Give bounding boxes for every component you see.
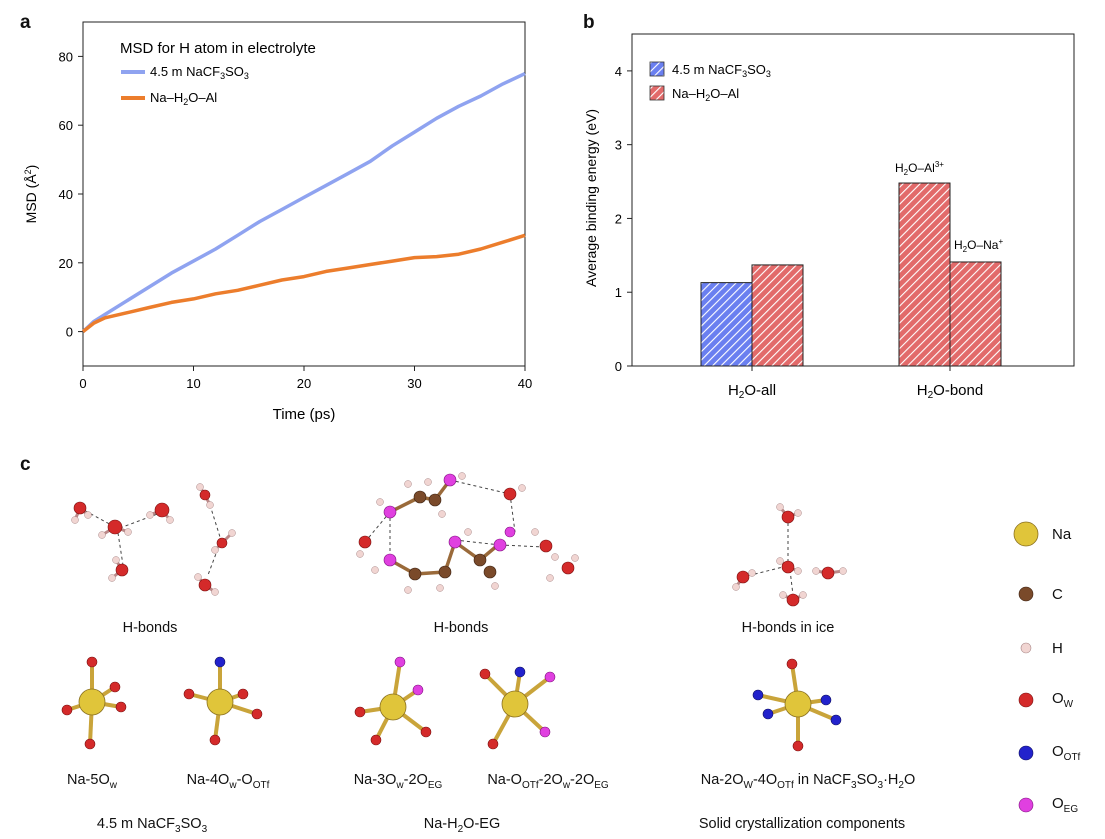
cluster-na-ootf-2ow-2oeg <box>479 666 556 750</box>
legend-h: H <box>1012 638 1063 658</box>
panel-label-b: b <box>583 12 595 33</box>
label-hbonds-ice: H-bonds in ice <box>741 620 835 636</box>
chart-b-ytick-label: 2 <box>615 211 622 226</box>
legend-na: Na <box>1012 520 1071 548</box>
label-na-4ow-ootf: Na-4Ow-OOTf <box>186 772 270 791</box>
label-na-ootf-2ow-2oeg: Na-OOTf-2Ow-2OEG <box>487 772 609 791</box>
chart-b-ylabel: Average binding energy (eV) <box>583 109 599 287</box>
label-hbonds-2: H-bonds <box>433 620 489 636</box>
chart-b-ytick-label: 3 <box>615 138 622 153</box>
chart-b-ytick-label: 4 <box>615 64 622 79</box>
label-na-2ow-4ootf: Na-2OW-4OOTf in NaCF3SO3·H2O <box>700 772 916 791</box>
chart-b-legend-2: Na–H2O–Al <box>672 86 739 103</box>
molecule-hbonds-eg <box>356 472 579 594</box>
legend-ow: OW <box>1012 690 1073 710</box>
ow-atom-icon <box>1018 692 1034 708</box>
chart-b-annotation-al: H2O–Al3+ <box>895 160 944 177</box>
group-label-solid: Solid crystallization components <box>698 816 906 832</box>
cluster-na-5ow <box>61 656 127 750</box>
panel-label-a: a <box>20 12 31 33</box>
panel-label-c: c <box>20 454 31 475</box>
chart-a-title: MSD for H atom in electrolyte <box>120 40 316 57</box>
chart-a-xtick-label: 20 <box>297 376 311 391</box>
chart-b-bar-1 <box>700 282 753 367</box>
chart-a-series-2 <box>81 233 526 333</box>
chart-a-xtick-label: 40 <box>518 376 532 391</box>
chart-a-series-1 <box>81 72 526 333</box>
legend-oeg-label: OEG <box>1052 795 1079 815</box>
chart-a-legend-2: Na–H2O–Al <box>150 90 217 107</box>
chart-a-ytick-label: 20 <box>59 256 73 271</box>
chart-b-xtick-2: H2O-bond <box>917 382 983 401</box>
chart-a-xtick-label: 30 <box>407 376 421 391</box>
chart-a-legend-1: 4.5 m NaCF3SO3 <box>150 64 249 81</box>
chart-b-frame <box>631 33 1075 367</box>
chart-b-bar-4 <box>949 261 1002 367</box>
chart-a-ytick-label: 60 <box>59 118 73 133</box>
group-label-na-h2o-eg: Na-H2O-EG <box>423 816 501 835</box>
legend-h-label: H <box>1052 639 1063 657</box>
legend-c: C <box>1012 584 1063 604</box>
ootf-atom-icon <box>1018 745 1034 761</box>
legend-ootf: OOTf <box>1012 743 1080 763</box>
cluster-na-3ow-2oeg <box>354 656 432 746</box>
chart-b-ytick-label: 1 <box>615 285 622 300</box>
chart-b-ytick-label: 0 <box>615 359 622 374</box>
chart-b-bar-2 <box>751 264 804 367</box>
cluster-na-2ow-4ootf <box>752 658 842 752</box>
chart-a-xtick-label: 0 <box>79 376 86 391</box>
chart-a-ytick-label: 80 <box>59 49 73 64</box>
molecule-hbonds-water <box>71 483 236 596</box>
chart-a-xlabel: Time (ps) <box>273 406 336 423</box>
oeg-atom-icon <box>1018 797 1034 813</box>
legend-ootf-label: OOTf <box>1052 743 1081 763</box>
c-atom-icon <box>1018 586 1034 602</box>
label-na-3ow-2oeg: Na-3Ow-2OEG <box>353 772 443 791</box>
label-hbonds-1: H-bonds <box>122 620 178 636</box>
chart-b-legend-1: 4.5 m NaCF3SO3 <box>672 62 771 79</box>
na-atom-icon <box>1013 521 1039 547</box>
legend-oeg: OEG <box>1012 795 1078 815</box>
chart-a-ylabel: MSD (Å2) <box>23 165 39 224</box>
chart-a-ytick-label: 0 <box>66 325 73 340</box>
legend-na-label: Na <box>1052 525 1072 543</box>
group-label-nacf3so3: 4.5 m NaCF3SO3 <box>96 816 208 835</box>
chart-b-xtick-1: H2O-all <box>728 382 776 401</box>
chart-a: 0 10 20 30 40 0 20 40 60 80 MSD for H atom in ele… <box>23 21 532 423</box>
chart-a-ytick-label: 40 <box>59 187 73 202</box>
chart-a-xtick-label: 10 <box>186 376 200 391</box>
h-atom-icon <box>1020 642 1032 654</box>
chart-b-bar-3 <box>898 182 951 367</box>
legend-ow-label: OW <box>1052 690 1074 710</box>
cluster-na-4ow-ootf <box>183 656 263 746</box>
molecule-hbonds-ice <box>732 503 847 607</box>
chart-b-annotation-na: H2O–Na+ <box>954 237 1003 254</box>
label-na-5ow: Na-5Ow <box>67 772 117 791</box>
legend-c-label: C <box>1052 585 1063 603</box>
